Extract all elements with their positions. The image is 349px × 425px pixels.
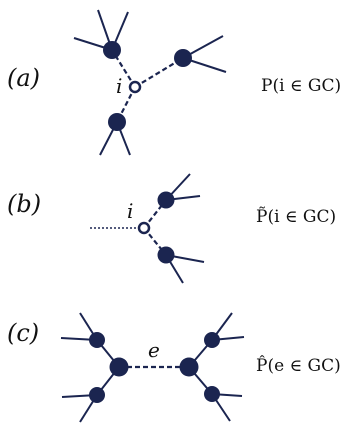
panel-b-formula: P̃(i ∈ GC) xyxy=(256,207,337,227)
panel-b-graph xyxy=(90,173,205,284)
panel-a-dashed-edge-right xyxy=(134,57,184,88)
panel-c-outer-node xyxy=(204,332,220,348)
panel-c-hub-node-left xyxy=(109,357,129,377)
panel-b-label: (b) xyxy=(7,190,42,218)
panel-b-node-label: i xyxy=(127,199,134,223)
panel-a-graph xyxy=(73,9,227,156)
panel-c-outer-node xyxy=(89,332,105,348)
panel-a-center-node xyxy=(128,80,142,94)
panel-a-neighbor-node xyxy=(174,49,192,67)
panel-b-dashed-edge-down xyxy=(143,227,167,256)
panel-c-outer-node xyxy=(89,387,105,403)
panel-a-neighbor-node xyxy=(108,113,126,131)
panel-c-label: (c) xyxy=(7,319,40,347)
panel-b-center-node xyxy=(137,221,151,235)
panel-a-node-label: i xyxy=(116,74,123,98)
panel-c-formula: P̂(e ∈ GC) xyxy=(256,356,341,376)
panel-a-neighbor-node xyxy=(103,41,121,59)
panel-b-neighbor-node xyxy=(157,246,175,264)
panel-c-edge-label: e xyxy=(148,338,160,362)
panel-b-neighbor-node xyxy=(157,191,175,209)
panel-a-formula: P(i ∈ GC) xyxy=(261,76,342,96)
panel-c-graph xyxy=(60,312,245,423)
panel-b-dashed-edge-up xyxy=(143,199,167,229)
panel-c-outer-node xyxy=(204,386,220,402)
panel-a-label: (a) xyxy=(7,64,41,92)
panel-c-hub-node-right xyxy=(179,357,199,377)
